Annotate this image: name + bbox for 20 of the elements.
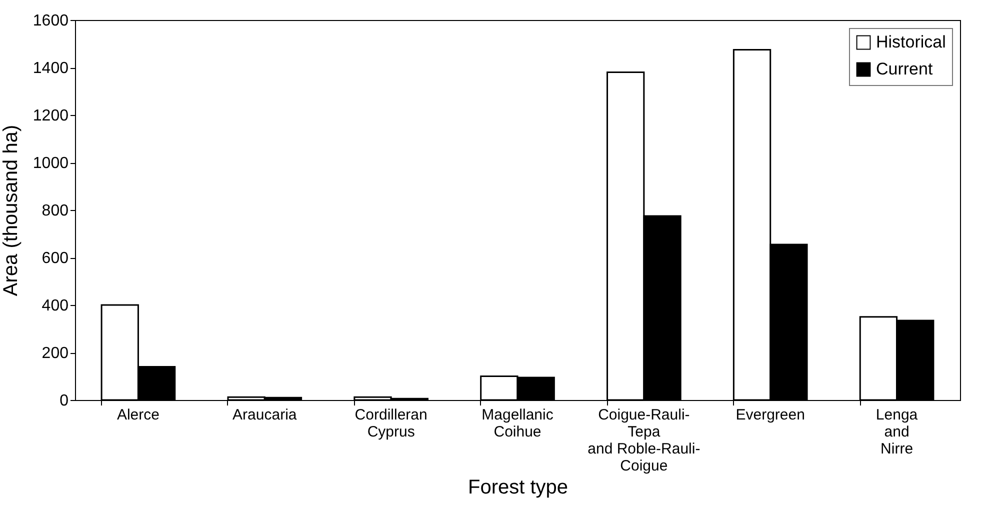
y-tick-label: 400: [42, 298, 69, 314]
y-tick-label: 1400: [32, 60, 69, 77]
y-tick-label: 200: [42, 345, 69, 362]
y-tick-label: 1200: [32, 108, 69, 124]
y-tick-label: 800: [42, 202, 69, 220]
x-tick-label: Alerce: [116, 406, 160, 424]
x-tick-label: Cordilleran Cyprus: [354, 406, 428, 440]
legend-label: Current: [876, 60, 933, 78]
x-tick-label: Lenga and Nirre: [876, 406, 918, 458]
x-tick-label: Araucaria: [232, 406, 298, 424]
y-tick-label: 0: [60, 392, 69, 410]
x-tick-label: Evergreen: [736, 406, 805, 424]
x-axis-title: Forest type: [468, 476, 568, 498]
legend-label: Historical: [876, 32, 946, 52]
y-tick-label: 1600: [32, 12, 69, 30]
y-tick-label: 600: [42, 250, 69, 267]
x-tick-label: Magellanic Coihue: [482, 406, 554, 440]
y-tick-label: 1000: [32, 155, 69, 172]
x-tick-label: Coigue-Rauli- Tepa and Roble-Rauli- Coigue: [588, 406, 700, 474]
y-axis-title: Area (thousand ha): [0, 124, 22, 296]
